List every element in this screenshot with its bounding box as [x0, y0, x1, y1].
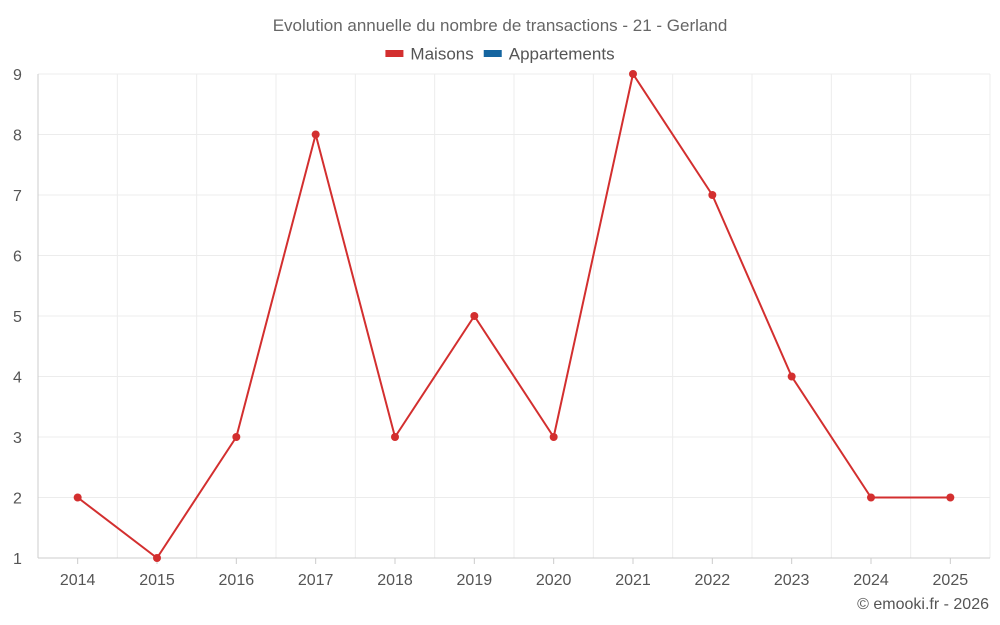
x-axis-labels: 2014 2015 2016 2017 2018 2019 2020 2021 2022 2023… [60, 572, 968, 589]
x-tick-label: 2014 [60, 572, 96, 589]
data-point[interactable] [708, 191, 717, 199]
data-point[interactable] [73, 493, 82, 502]
data-point[interactable] [311, 130, 320, 139]
x-tick-label: 2016 [219, 572, 255, 589]
data-point[interactable] [549, 433, 558, 441]
x-tick-label: 2015 [139, 572, 175, 589]
y-tick-label: 7 [13, 188, 22, 205]
data-point[interactable] [391, 433, 399, 441]
y-tick-label: 9 [13, 67, 22, 84]
x-tick-label: 2025 [933, 572, 969, 589]
y-tick-label: 6 [13, 249, 22, 266]
x-tick-label: 2018 [377, 572, 413, 589]
data-point[interactable] [787, 372, 796, 381]
y-tick-label: 2 [13, 491, 22, 508]
x-tick-label: 2019 [457, 572, 493, 589]
series-line-maisons [77, 73, 951, 559]
chart-title: Evolution annuelle du nombre de transact… [273, 16, 728, 35]
y-tick-label: 5 [13, 309, 22, 326]
legend-swatch [483, 50, 502, 57]
x-tick-label: 2021 [615, 572, 651, 589]
data-point[interactable] [232, 433, 241, 441]
legend-label: Appartements [509, 44, 615, 63]
data-point[interactable] [946, 493, 955, 502]
y-tick-label: 4 [13, 370, 22, 387]
x-tick-label: 2024 [853, 572, 889, 589]
legend: Maisons Appartements [385, 44, 615, 63]
x-tick-label: 2023 [774, 572, 810, 589]
y-tick-label: 1 [13, 551, 22, 568]
series-group [73, 70, 955, 562]
copyright-text: © emooki.fr - 2026 [857, 596, 989, 613]
y-axis-labels: 1 2 3 4 5 6 7 8 9 [13, 67, 22, 568]
legend-item-maisons[interactable]: Maisons [385, 44, 474, 63]
x-tick-label: 2022 [695, 572, 731, 589]
legend-item-appartements[interactable]: Appartements [483, 44, 615, 63]
x-tick-label: 2017 [298, 572, 334, 589]
y-tick-label: 3 [13, 430, 22, 447]
data-point[interactable] [470, 312, 479, 320]
grid [38, 73, 991, 558]
legend-label: Maisons [410, 44, 473, 63]
data-point[interactable] [153, 554, 161, 562]
data-point[interactable] [629, 70, 637, 78]
y-tick-label: 8 [13, 128, 22, 145]
axes [37, 74, 990, 564]
data-point[interactable] [867, 493, 875, 502]
legend-swatch [385, 50, 404, 57]
x-tick-label: 2020 [536, 572, 572, 589]
